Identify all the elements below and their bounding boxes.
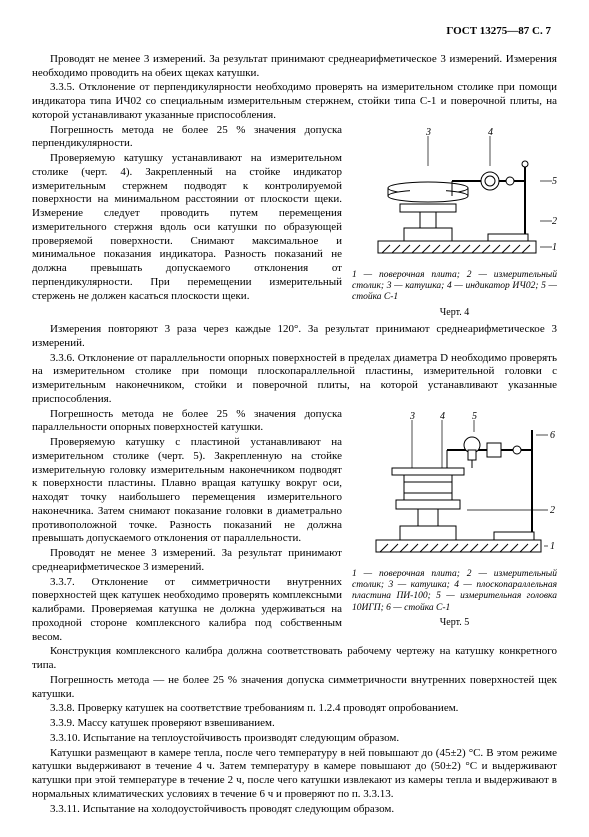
fig4-label-5: 5 [552, 176, 557, 187]
figure-4-svg: 3 4 5 2 1 [352, 126, 557, 266]
fig4-label-2: 2 [552, 216, 557, 227]
fig4-label-1: 1 [552, 242, 557, 253]
fig5-label-6: 6 [550, 430, 555, 441]
fig5-label-2: 2 [550, 505, 555, 516]
para-16: Катушки размещают в камере тепла, после … [32, 747, 557, 802]
figure-4-label: Черт. 4 [352, 307, 557, 320]
para-11: Конструкция комплексного калибра должна … [32, 645, 557, 673]
para-6: 3.3.6. Отклонение от параллельности опор… [32, 352, 557, 407]
page: ГОСТ 13275—87 С. 7 Проводят не менее 3 и… [0, 0, 589, 837]
para-14: 3.3.9. Массу катушек проверяют взвешиван… [32, 717, 557, 731]
para-12: Погрешность метода — не более 25 % значе… [32, 674, 557, 702]
para-17: 3.3.11. Испытание на холодоустойчивость … [32, 803, 557, 817]
fig5-label-5: 5 [472, 411, 477, 422]
para-5: Измерения повторяют 3 раза через каждые … [32, 323, 557, 351]
para-15: 3.3.10. Испытание на теплоустойчивость п… [32, 732, 557, 746]
fig4-label-4: 4 [488, 127, 493, 138]
doc-header: ГОСТ 13275—87 С. 7 [32, 25, 557, 39]
figure-5-block: 3 4 5 6 2 1 1 — поверочная плита; 2 — из… [352, 410, 557, 630]
figure-4-block: 3 4 5 2 1 1 — поверочная плита; 2 — изме… [352, 126, 557, 320]
figure-5-svg: 3 4 5 6 2 1 [352, 410, 557, 565]
fig5-label-1: 1 [550, 541, 555, 552]
fig4-label-3: 3 [425, 127, 431, 138]
para-13: 3.3.8. Проверку катушек на соответствие … [32, 702, 557, 716]
fig5-label-3: 3 [409, 411, 415, 422]
figure-4-caption: 1 — поверочная плита; 2 — измерительный … [352, 270, 557, 304]
figure-5-label: Черт. 5 [352, 617, 557, 630]
figure-5-caption: 1 — поверочная плита; 2 — измерительный … [352, 569, 557, 615]
para-2: 3.3.5. Отклонение от перпендикулярности … [32, 81, 557, 122]
para-1: Проводят не менее 3 измерений. За резуль… [32, 53, 557, 81]
fig5-label-4: 4 [440, 411, 445, 422]
